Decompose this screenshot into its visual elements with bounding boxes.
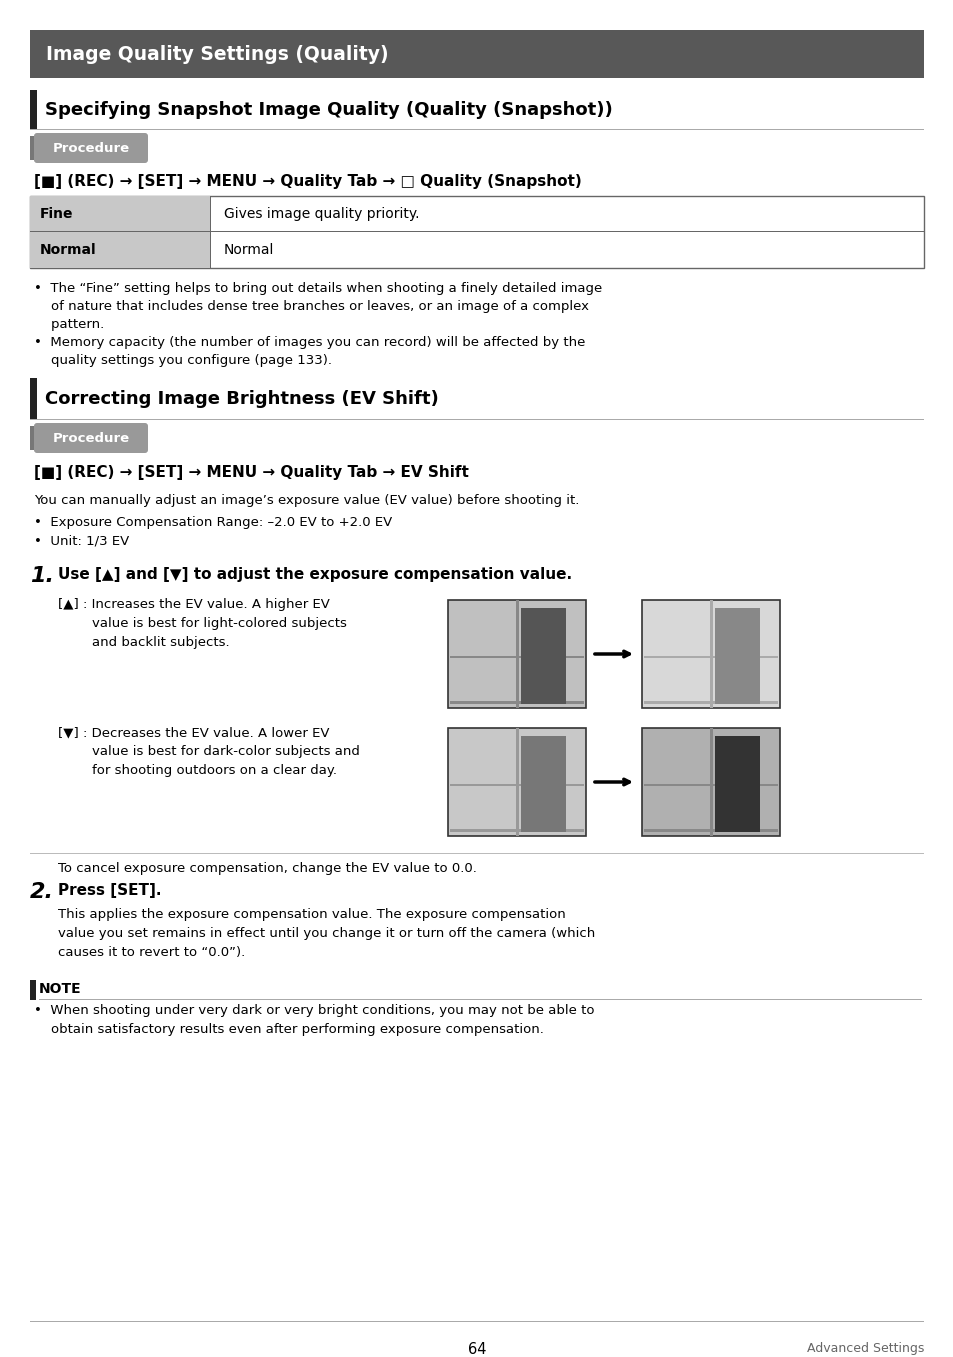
Text: value is best for light-colored subjects: value is best for light-colored subjects: [58, 617, 347, 630]
Bar: [520, 608, 565, 704]
Text: Normal: Normal: [224, 243, 274, 256]
Text: pattern.: pattern.: [34, 318, 104, 331]
Bar: [30, 980, 36, 1000]
Text: •  Memory capacity (the number of images you can record) will be affected by the: • Memory capacity (the number of images …: [34, 337, 585, 349]
Text: quality settings you configure (page 133).: quality settings you configure (page 133…: [34, 354, 332, 366]
Text: Image Quality Settings (Quality): Image Quality Settings (Quality): [46, 45, 388, 64]
Bar: [30, 136, 36, 160]
Bar: [450, 655, 583, 658]
Text: •  When shooting under very dark or very bright conditions, you may not be able : • When shooting under very dark or very …: [34, 1004, 594, 1016]
Bar: [643, 655, 778, 658]
Text: Specifying Snapshot Image Quality (Quality (Snapshot)): Specifying Snapshot Image Quality (Quali…: [45, 100, 612, 119]
Text: 2.: 2.: [30, 882, 54, 902]
Text: Press [SET].: Press [SET].: [58, 883, 161, 898]
Bar: [643, 784, 778, 786]
Bar: [30, 418, 923, 421]
Text: [■] (REC) → [SET] → MENU → Quality Tab → EV Shift: [■] (REC) → [SET] → MENU → Quality Tab →…: [34, 465, 468, 480]
Text: Advanced Settings: Advanced Settings: [806, 1342, 923, 1356]
Text: You can manually adjust an image’s exposure value (EV value) before shooting it.: You can manually adjust an image’s expos…: [34, 494, 578, 508]
Bar: [516, 600, 518, 708]
Bar: [30, 129, 923, 130]
Bar: [30, 90, 37, 130]
Text: [▲] : Increases the EV value. A higher EV: [▲] : Increases the EV value. A higher E…: [58, 598, 330, 611]
Text: •  Unit: 1/3 EV: • Unit: 1/3 EV: [34, 535, 129, 548]
Text: Gives image quality priority.: Gives image quality priority.: [224, 208, 419, 221]
Bar: [709, 727, 712, 836]
Bar: [450, 784, 583, 786]
Text: Procedure: Procedure: [52, 141, 130, 155]
Text: To cancel exposure compensation, change the EV value to 0.0.: To cancel exposure compensation, change …: [58, 862, 476, 875]
Text: value you set remains in effect until you change it or turn off the camera (whic: value you set remains in effect until yo…: [58, 927, 595, 940]
Text: of nature that includes dense tree branches or leaves, or an image of a complex: of nature that includes dense tree branc…: [34, 300, 588, 313]
Bar: [448, 600, 585, 708]
Bar: [641, 600, 780, 708]
Text: [▼] : Decreases the EV value. A lower EV: [▼] : Decreases the EV value. A lower EV: [58, 726, 329, 740]
Bar: [30, 30, 923, 77]
Text: [■] (REC) → [SET] → MENU → Quality Tab → □ Quality (Snapshot): [■] (REC) → [SET] → MENU → Quality Tab →…: [34, 174, 581, 189]
Bar: [450, 829, 583, 832]
Text: Procedure: Procedure: [52, 432, 130, 445]
Text: Correcting Image Brightness (EV Shift): Correcting Image Brightness (EV Shift): [45, 389, 438, 408]
Bar: [30, 232, 210, 267]
Bar: [30, 195, 210, 232]
FancyBboxPatch shape: [34, 133, 148, 163]
Text: NOTE: NOTE: [39, 982, 82, 996]
Bar: [210, 195, 211, 267]
Bar: [30, 195, 923, 267]
Text: •  Exposure Compensation Range: –2.0 EV to +2.0 EV: • Exposure Compensation Range: –2.0 EV t…: [34, 516, 392, 529]
Text: Fine: Fine: [40, 208, 73, 221]
Bar: [714, 735, 760, 832]
Bar: [520, 735, 565, 832]
Bar: [714, 608, 760, 704]
Text: 1.: 1.: [30, 566, 54, 586]
Text: value is best for dark-color subjects and: value is best for dark-color subjects an…: [58, 745, 359, 759]
Bar: [30, 426, 36, 451]
Text: This applies the exposure compensation value. The exposure compensation: This applies the exposure compensation v…: [58, 908, 565, 921]
Text: Use [▲] and [▼] to adjust the exposure compensation value.: Use [▲] and [▼] to adjust the exposure c…: [58, 567, 572, 582]
Text: for shooting outdoors on a clear day.: for shooting outdoors on a clear day.: [58, 764, 336, 778]
Bar: [709, 600, 712, 708]
Text: and backlit subjects.: and backlit subjects.: [58, 636, 230, 649]
Text: obtain satisfactory results even after performing exposure compensation.: obtain satisfactory results even after p…: [34, 1023, 543, 1035]
FancyBboxPatch shape: [34, 423, 148, 453]
Bar: [641, 727, 780, 836]
Bar: [516, 727, 518, 836]
Text: Normal: Normal: [40, 243, 96, 256]
Bar: [643, 829, 778, 832]
Bar: [448, 727, 585, 836]
Bar: [30, 379, 37, 421]
Bar: [643, 702, 778, 704]
Text: causes it to revert to “0.0”).: causes it to revert to “0.0”).: [58, 946, 245, 959]
Bar: [450, 702, 583, 704]
Text: 64: 64: [467, 1342, 486, 1357]
Text: •  The “Fine” setting helps to bring out details when shooting a finely detailed: • The “Fine” setting helps to bring out …: [34, 282, 601, 294]
